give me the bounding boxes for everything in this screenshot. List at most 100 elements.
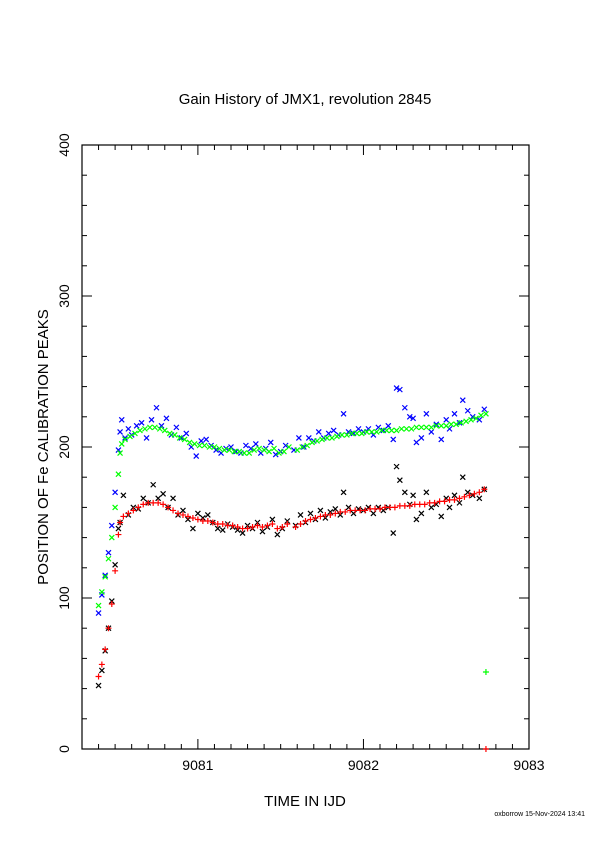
data-point-series-1 — [181, 436, 188, 443]
data-point-series-2 — [327, 509, 334, 515]
data-point-series-0 — [122, 435, 128, 441]
data-point-series-3 — [249, 524, 256, 531]
x-tick-label: 9083 — [513, 757, 544, 773]
data-point-series-3 — [209, 519, 216, 526]
data-point-series-1 — [281, 448, 287, 455]
data-point-series-1 — [118, 441, 125, 447]
data-point-series-3 — [204, 517, 211, 524]
data-point-series-1 — [276, 450, 282, 456]
data-point-series-1 — [343, 431, 350, 438]
data-points — [95, 385, 489, 752]
data-point-series-3 — [229, 522, 236, 529]
data-point-series-2 — [150, 481, 157, 488]
data-point-series-1 — [378, 427, 385, 434]
data-point-series-0 — [451, 410, 458, 417]
data-point-series-0 — [456, 419, 463, 426]
data-point-series-0 — [428, 428, 435, 435]
data-point-series-0 — [459, 397, 466, 404]
data-point-series-2 — [194, 510, 201, 517]
data-point-series-2 — [459, 474, 466, 481]
data-point-series-3 — [471, 490, 478, 497]
y-tick-label: 100 — [56, 586, 72, 610]
data-point-series-0 — [305, 435, 312, 441]
data-point-series-3 — [466, 492, 473, 499]
data-point-series-0 — [385, 422, 392, 429]
data-point-series-0 — [413, 439, 420, 446]
data-point-series-2 — [130, 504, 137, 511]
data-point-series-3 — [130, 507, 137, 514]
y-tick-label: 200 — [56, 435, 72, 459]
data-point-series-3 — [482, 746, 489, 752]
data-point-series-2 — [418, 510, 425, 517]
data-point-series-0 — [330, 427, 337, 434]
data-point-series-1 — [206, 444, 213, 450]
x-tick-label: 9082 — [348, 757, 379, 773]
data-point-series-2 — [259, 528, 266, 535]
data-point-series-2 — [413, 516, 420, 523]
data-point-series-0 — [118, 416, 125, 423]
data-point-series-3 — [297, 521, 304, 528]
data-point-series-2 — [199, 515, 206, 521]
data-point-series-1 — [108, 534, 115, 541]
data-point-series-0 — [295, 435, 302, 441]
data-point-series-2 — [337, 512, 344, 518]
data-point-series-3 — [179, 511, 186, 518]
data-point-series-3 — [317, 513, 324, 520]
y-axis-label: POSITION OF Fe CALIBRATION PEAKS — [35, 309, 52, 585]
data-point-series-1 — [127, 433, 133, 440]
data-point-series-2 — [185, 516, 191, 523]
x-axis-label: TIME IN IJD — [264, 793, 346, 810]
data-point-series-2 — [438, 513, 445, 520]
data-point-series-0 — [95, 610, 102, 617]
data-point-series-1 — [294, 447, 301, 453]
data-point-series-0 — [393, 385, 400, 392]
data-point-series-2 — [98, 667, 105, 674]
data-point-series-2 — [269, 516, 276, 523]
data-point-series-1 — [251, 447, 258, 453]
data-point-series-1 — [433, 422, 440, 429]
data-point-series-1 — [408, 425, 415, 432]
data-point-series-0 — [102, 572, 109, 579]
data-point-series-0 — [464, 407, 471, 414]
data-point-series-1 — [256, 445, 263, 452]
data-point-series-0 — [252, 441, 259, 447]
data-point-series-1 — [132, 430, 138, 437]
data-point-series-3 — [274, 525, 281, 532]
data-point-series-3 — [254, 522, 261, 529]
data-point-series-1 — [271, 445, 277, 452]
data-point-series-1 — [418, 424, 425, 431]
data-point-series-0 — [282, 442, 289, 449]
data-point-series-1 — [473, 415, 479, 422]
data-point-series-2 — [446, 504, 453, 511]
data-point-series-0 — [163, 415, 170, 422]
data-point-series-3 — [98, 661, 105, 668]
data-point-series-1 — [423, 424, 430, 431]
data-point-series-3 — [391, 504, 398, 511]
data-point-series-1 — [122, 436, 128, 443]
data-point-series-2 — [155, 495, 162, 502]
data-point-series-0 — [443, 416, 450, 423]
data-point-series-3 — [165, 504, 172, 511]
data-point-series-0 — [108, 522, 115, 529]
data-point-series-0 — [355, 425, 362, 432]
data-point-series-3 — [105, 625, 112, 632]
data-point-series-0 — [213, 447, 220, 453]
data-point-series-1 — [141, 425, 148, 432]
x-tick-label: 9081 — [182, 757, 213, 773]
data-point-series-0 — [418, 435, 425, 441]
data-point-series-1 — [438, 422, 445, 429]
y-tick-label: 300 — [56, 284, 72, 308]
data-point-series-1 — [314, 438, 321, 444]
data-point-series-2 — [239, 530, 246, 536]
data-point-series-0 — [228, 444, 234, 450]
data-point-series-3 — [481, 486, 488, 493]
data-point-series-1 — [368, 428, 375, 435]
data-point-series-2 — [95, 682, 102, 689]
data-point-series-2 — [234, 527, 241, 533]
data-point-series-3 — [284, 521, 291, 528]
data-point-series-1 — [246, 450, 253, 456]
data-point-series-1 — [398, 425, 405, 432]
data-point-series-0 — [203, 436, 210, 443]
data-point-series-2 — [396, 477, 403, 484]
y-axis-ticks: 0 100 200 300 400 — [56, 133, 529, 753]
